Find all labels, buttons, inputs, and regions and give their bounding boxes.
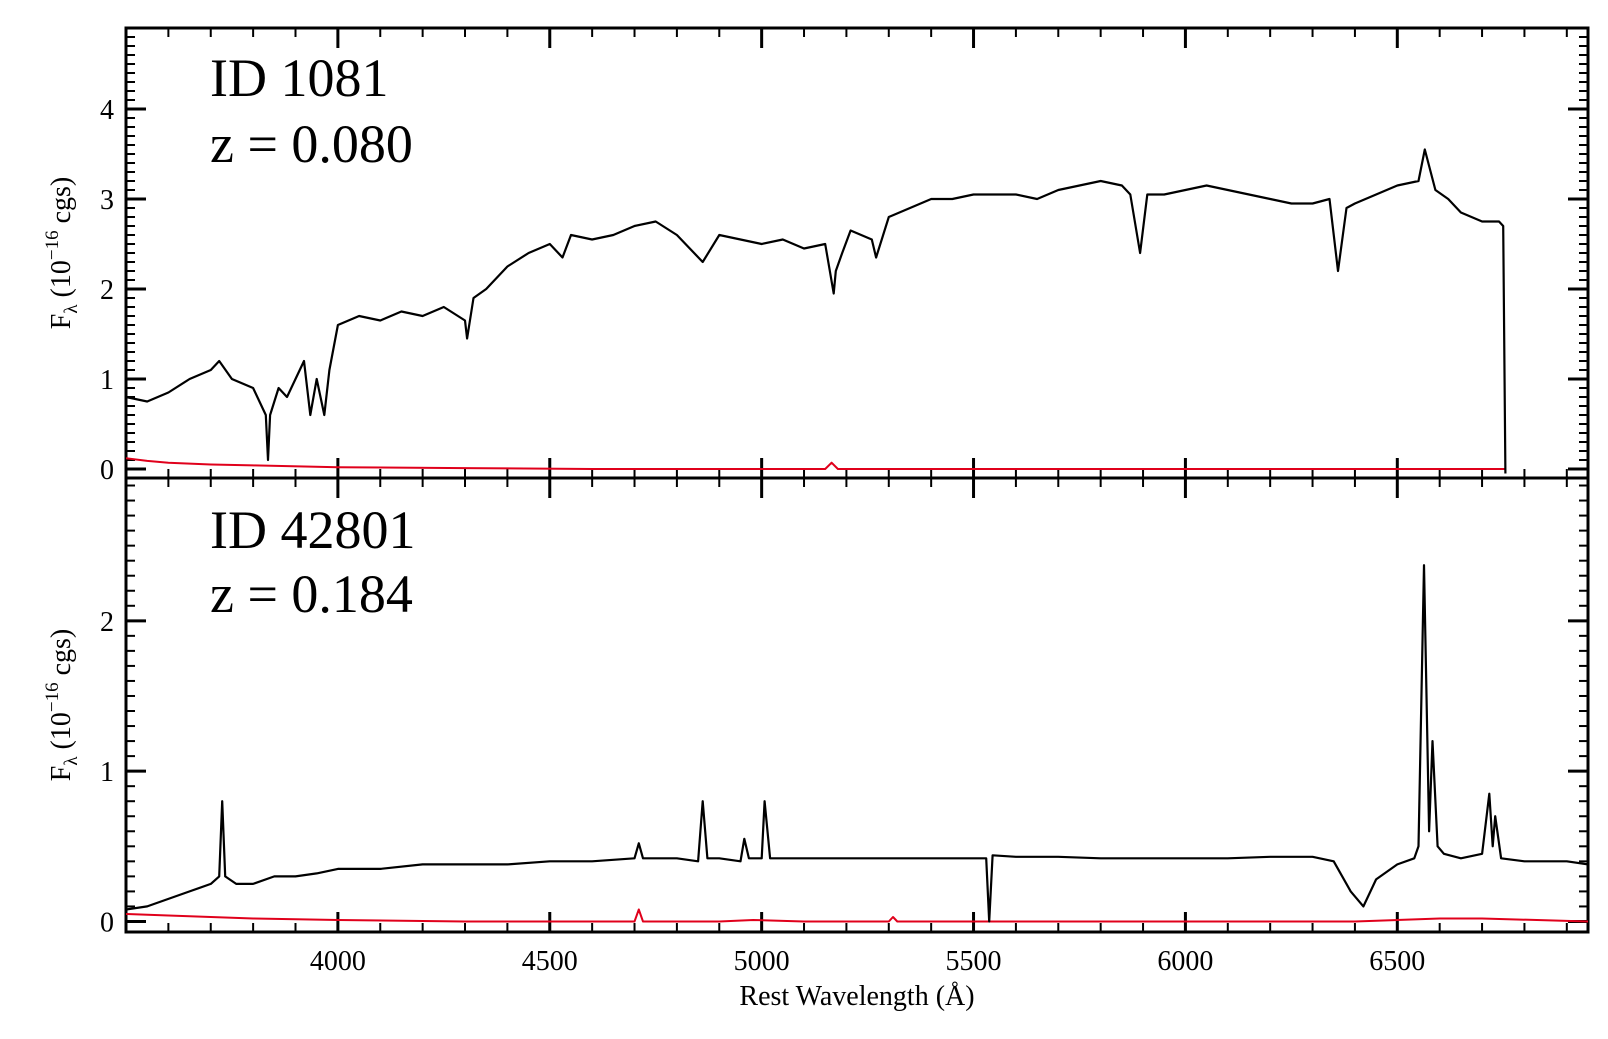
x-tick-label: 6000 (1157, 946, 1213, 977)
spectrum-error-line (126, 908, 1588, 923)
x-tick-label: 5000 (734, 946, 790, 977)
panel-top-y-tick-labels: 0 1 2 3 4 (100, 95, 114, 486)
y-tick-label: 1 (100, 757, 114, 788)
y-tick-label: 1 (100, 365, 114, 396)
ylabel-top-sub: λ (61, 304, 82, 314)
ylabel-bottom-sup: −16 (42, 682, 63, 712)
x-tick-labels: 4000 4500 5000 5500 6000 6500 (310, 946, 1425, 977)
panel-bottom-frame (124, 476, 1590, 934)
y-tick-label: 3 (100, 185, 114, 216)
x-tick-label: 6500 (1369, 946, 1425, 977)
ylabel-bottom-main: F (46, 766, 77, 782)
panel-top-redshift: z = 0.080 (210, 114, 413, 174)
y-tick-label: 2 (100, 607, 114, 638)
y-tick-label: 4 (100, 95, 114, 126)
panel-top-object-id: ID 1081 (210, 48, 388, 108)
ylabel-top-close: cgs) (46, 177, 77, 231)
ylabel-top-sup: −16 (42, 230, 63, 260)
ylabel-bottom-sub: λ (61, 756, 82, 766)
spectrum-error-line (126, 457, 1506, 470)
ylabel-top-main: F (46, 314, 77, 330)
y-tick-label: 0 (100, 907, 114, 938)
x-tick-label: 4500 (522, 946, 578, 977)
ylabel-bottom-close: cgs) (46, 629, 77, 683)
panel-bottom-y-tick-labels: 0 1 2 (100, 607, 114, 939)
panel-bottom-y-axis-label: Fλ (10−16 cgs) (42, 629, 82, 782)
spectrum-flux-line (126, 148, 1507, 474)
ylabel-bottom-open: (10 (46, 712, 77, 756)
y-tick-label: 0 (100, 455, 114, 486)
x-tick-label: 5500 (946, 946, 1002, 977)
panel-bottom: 0 1 2 4000 4500 5000 5500 6000 6500 ID 42801 z … (42, 476, 1590, 1012)
x-tick-label: 4000 (310, 946, 366, 977)
spectrum-flux-line (126, 564, 1588, 923)
panel-bottom-redshift: z = 0.184 (210, 564, 413, 624)
panel-top-y-axis-label: Fλ (10−16 cgs) (42, 177, 82, 330)
x-axis-label: Rest Wavelength (Å) (739, 981, 974, 1012)
ylabel-top-open: (10 (46, 260, 77, 304)
panel-top: 0 1 2 3 4 ID 1081 z = 0.080 Fλ (10−16 cgs) (42, 26, 1590, 486)
panel-top-series (126, 148, 1507, 474)
panel-bottom-object-id: ID 42801 (210, 500, 415, 560)
panel-bottom-series (126, 564, 1588, 923)
y-tick-label: 2 (100, 275, 114, 306)
